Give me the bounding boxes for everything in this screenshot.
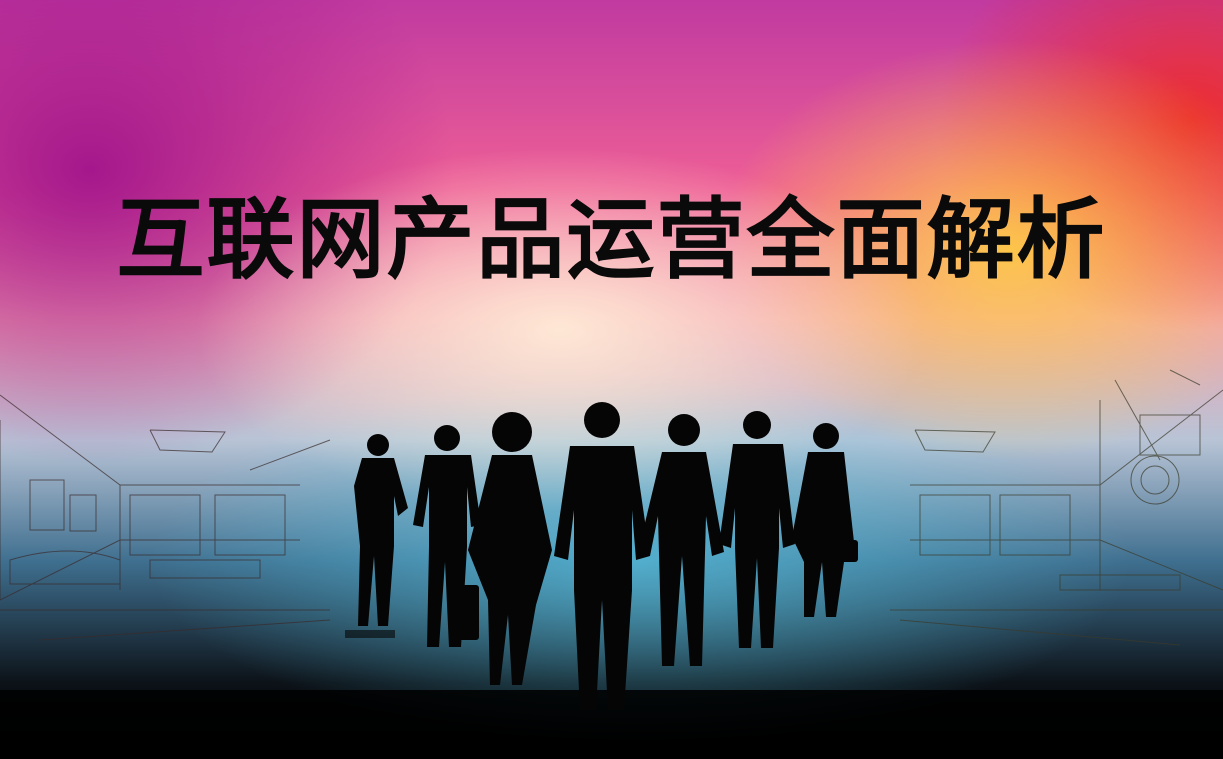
silhouette-man-1: [413, 425, 481, 647]
silhouette-woman-4: [792, 423, 858, 617]
silhouette-woman-1: [345, 434, 408, 638]
silhouette-woman-2: [468, 412, 552, 685]
room-sketch-right: [890, 369, 1223, 646]
room-sketch-left: [0, 394, 331, 641]
silhouette-man-2: [719, 411, 795, 648]
silhouette-man-center: [554, 402, 650, 710]
silhouette-woman-3: [638, 414, 724, 666]
slide-title: 互联网产品运营全面解析: [116, 188, 1107, 291]
business-people-silhouettes: [345, 402, 858, 710]
